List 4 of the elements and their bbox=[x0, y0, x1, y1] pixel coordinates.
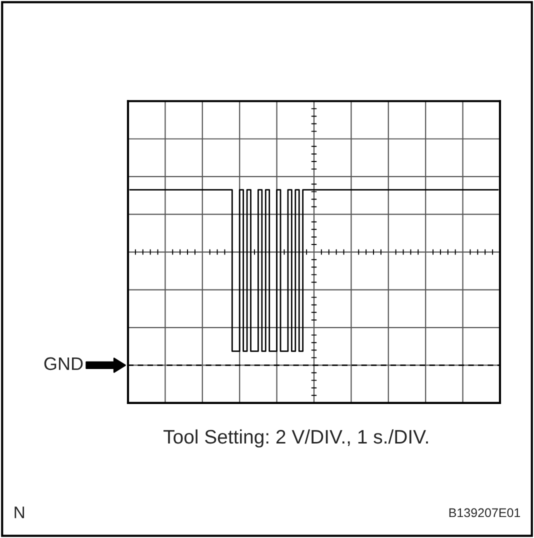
text: B139207E01 bbox=[449, 508, 520, 518]
ref-line-label: GND bbox=[44, 357, 83, 370]
text: N bbox=[14, 506, 24, 518]
text: Tool Setting: 2 V/DIV., 1 s./DIV. bbox=[164, 429, 428, 448]
